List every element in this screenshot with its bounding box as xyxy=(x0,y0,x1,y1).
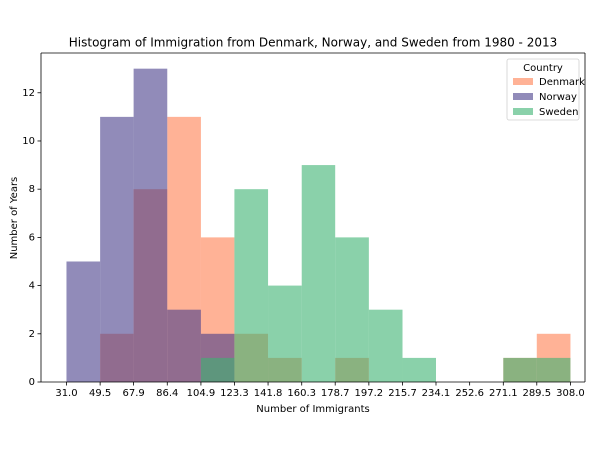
y-tick-label: 0 xyxy=(29,377,35,388)
x-tick-label: 252.6 xyxy=(455,388,484,399)
x-tick-label: 141.8 xyxy=(254,388,283,399)
bar xyxy=(268,285,302,382)
legend-swatch xyxy=(513,93,533,100)
y-tick-label: 10 xyxy=(22,136,35,147)
x-tick-label: 160.3 xyxy=(287,388,316,399)
x-tick-label: 215.7 xyxy=(388,388,417,399)
x-tick-label: 197.2 xyxy=(355,388,384,399)
legend-label: Norway xyxy=(539,92,577,103)
y-tick-label: 8 xyxy=(29,184,35,195)
y-tick-label: 6 xyxy=(29,232,35,243)
bar xyxy=(234,189,269,382)
bar xyxy=(335,237,369,382)
y-tick-label: 4 xyxy=(29,281,35,292)
y-axis-label: Number of Years xyxy=(9,177,20,260)
x-tick-label: 49.5 xyxy=(89,388,111,399)
legend-swatch xyxy=(513,108,533,115)
x-tick-label: 178.7 xyxy=(321,388,350,399)
x-axis-label: Number of Immigrants xyxy=(256,404,369,415)
legend-label: Denmark xyxy=(539,77,585,88)
legend-title: Country xyxy=(523,63,563,74)
bar xyxy=(503,357,537,382)
x-tick-label: 86.4 xyxy=(156,388,178,399)
bar xyxy=(167,309,201,382)
bar xyxy=(536,357,571,382)
y-tick-label: 12 xyxy=(22,88,35,99)
x-tick-label: 234.1 xyxy=(422,388,451,399)
bar xyxy=(402,357,436,382)
x-tick-label: 31.0 xyxy=(55,388,77,399)
x-tick-label: 67.9 xyxy=(122,388,144,399)
bar xyxy=(200,357,235,382)
bar xyxy=(368,309,403,382)
x-tick-label: 104.9 xyxy=(187,388,216,399)
legend-swatch xyxy=(513,78,533,85)
bar xyxy=(301,165,336,382)
bar xyxy=(133,68,168,383)
bar xyxy=(66,261,101,382)
x-tick-label: 271.1 xyxy=(489,388,518,399)
bar xyxy=(100,116,134,382)
chart-title: Histogram of Immigration from Denmark, N… xyxy=(69,36,557,50)
legend-label: Sweden xyxy=(539,107,579,118)
x-tick-label: 289.5 xyxy=(522,388,551,399)
legend-box xyxy=(506,58,580,121)
x-tick-label: 123.3 xyxy=(220,388,249,399)
x-tick-label: 308.0 xyxy=(556,388,585,399)
y-tick-label: 2 xyxy=(29,329,35,340)
